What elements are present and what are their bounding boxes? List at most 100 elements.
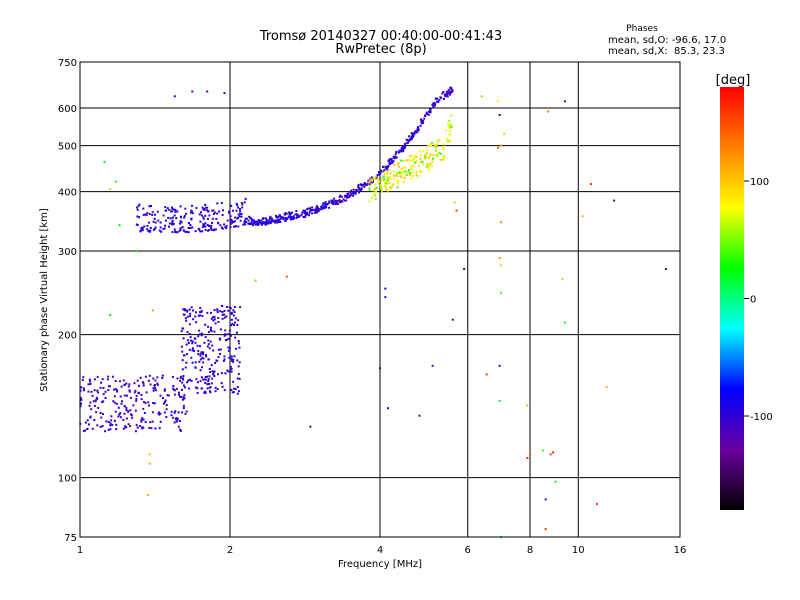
data-point <box>136 208 139 211</box>
data-point <box>261 222 264 225</box>
data-point <box>191 204 193 207</box>
data-point <box>122 379 125 382</box>
data-point <box>130 414 133 417</box>
data-point <box>404 170 407 173</box>
data-point <box>429 162 432 165</box>
data-point <box>195 311 197 314</box>
data-point <box>324 201 327 204</box>
data-point <box>209 340 212 343</box>
data-point <box>352 194 355 197</box>
data-point <box>242 223 245 226</box>
data-point <box>177 411 180 414</box>
data-point <box>113 388 116 391</box>
data-point <box>249 222 252 225</box>
data-point <box>225 224 228 227</box>
data-point <box>144 421 147 424</box>
data-point <box>147 401 150 404</box>
data-point <box>123 405 126 408</box>
data-point <box>188 378 191 381</box>
data-point <box>500 221 503 224</box>
data-point <box>149 383 152 386</box>
data-point <box>239 210 241 213</box>
data-point <box>87 390 90 393</box>
data-point <box>204 225 207 228</box>
data-point <box>307 207 310 210</box>
data-point <box>448 126 451 129</box>
data-point <box>194 230 197 233</box>
data-point <box>206 383 209 386</box>
y-tick-label: 75 <box>64 533 77 544</box>
data-point <box>358 186 361 189</box>
data-point <box>216 309 219 312</box>
data-point <box>148 374 151 377</box>
data-point <box>232 358 235 361</box>
data-point <box>410 132 413 134</box>
data-point <box>184 230 187 233</box>
data-point <box>142 382 145 385</box>
data-point <box>99 386 102 389</box>
data-point <box>383 173 386 176</box>
data-point <box>199 369 202 372</box>
data-point <box>453 201 456 204</box>
data-point <box>233 324 235 327</box>
data-point <box>146 212 149 215</box>
data-point <box>188 387 191 390</box>
data-point <box>233 311 236 314</box>
data-point <box>187 342 190 344</box>
data-point <box>237 342 240 345</box>
data-point <box>178 393 180 396</box>
data-point <box>144 375 147 378</box>
data-point <box>175 417 178 419</box>
data-point <box>97 407 100 409</box>
data-point <box>164 401 166 403</box>
data-point <box>186 230 188 233</box>
data-point <box>412 157 415 160</box>
data-point <box>202 353 204 356</box>
data-point <box>204 206 207 209</box>
data-point <box>355 189 358 191</box>
data-point <box>140 398 143 401</box>
data-point <box>210 330 213 333</box>
data-point <box>187 379 190 382</box>
data-point <box>165 408 168 411</box>
data-point <box>400 147 403 150</box>
data-point <box>371 181 374 184</box>
data-point <box>90 390 93 393</box>
chart-title: Tromsø 20140327 00:40:00-00:41:43 <box>259 29 502 44</box>
data-point <box>235 209 238 212</box>
data-point <box>386 177 389 180</box>
data-point <box>411 137 413 140</box>
data-point <box>373 193 376 196</box>
data-point <box>526 404 529 407</box>
data-point <box>157 219 160 222</box>
data-point <box>230 318 233 321</box>
data-point <box>563 100 566 103</box>
data-point <box>217 356 220 359</box>
data-point <box>236 377 239 380</box>
data-point <box>344 195 347 198</box>
data-point <box>108 385 111 388</box>
data-point <box>402 148 405 150</box>
data-point <box>224 372 227 375</box>
data-point <box>219 338 222 341</box>
data-point <box>395 156 398 159</box>
data-point <box>145 391 148 394</box>
data-point <box>403 176 406 179</box>
data-point <box>213 330 216 333</box>
data-point <box>434 103 437 105</box>
data-point <box>233 306 236 308</box>
data-point <box>450 126 453 129</box>
data-point <box>196 381 199 384</box>
data-point <box>82 387 85 390</box>
data-point <box>363 182 366 184</box>
data-point <box>372 177 375 180</box>
data-point <box>306 208 309 211</box>
data-point <box>225 315 228 318</box>
data-point <box>190 210 193 213</box>
data-point <box>199 352 202 355</box>
data-point <box>411 136 413 139</box>
data-point <box>87 383 90 386</box>
data-point <box>417 165 420 168</box>
data-point <box>432 154 435 157</box>
data-point <box>142 213 145 216</box>
